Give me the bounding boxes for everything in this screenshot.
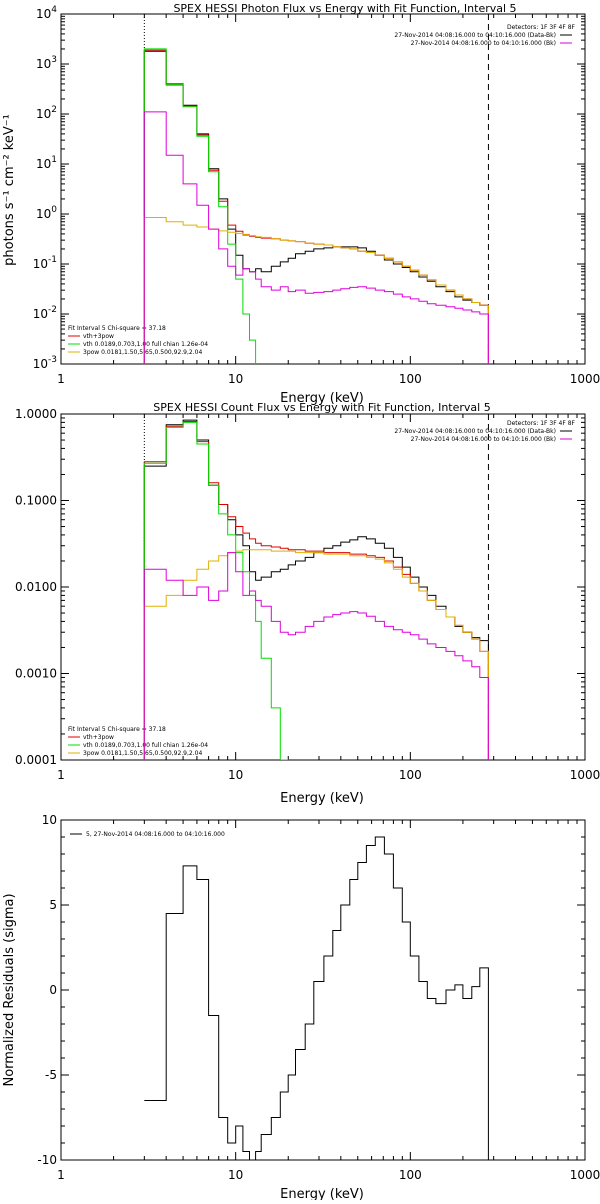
legend-vth-3pow: vth+3pow (83, 333, 114, 340)
x-tick-label: 10 (228, 372, 243, 386)
legend-bottom-left: Fit Interval 5 Chi-square = 37.18 vth+3p… (68, 726, 208, 757)
legend-data-bk: 27-Nov-2014 04:08:16.000 to 04:10:16.000… (394, 32, 556, 39)
legend-detectors: Detectors: 1F 3F 4F 8F (507, 24, 576, 31)
count-flux-chart: SPEX HESSI Count Flux vs Energy with Fit… (15, 401, 600, 806)
x-tick-label: 1 (57, 768, 65, 782)
x-tick-label: 1000 (570, 372, 600, 386)
x-tick-label: 10 (228, 768, 243, 782)
series-line-vth (143, 48, 257, 364)
y-tick-label: 101 (36, 155, 57, 171)
y-tick-label: 10-1 (33, 255, 57, 271)
series-line-vth-3pow (143, 421, 489, 760)
y-tick-label: 10-3 (33, 355, 57, 371)
residuals-chart: Energy (keV) Normalized Residuals (sigma… (2, 813, 600, 1202)
series-line-bk (143, 552, 489, 760)
series-group (143, 419, 489, 760)
series-line-data-bk (143, 419, 489, 760)
series-line-3pow (143, 217, 489, 364)
y-tick-label: 100 (36, 205, 57, 221)
y-axis-label: Normalized Residuals (sigma) (2, 893, 17, 1086)
chart-title: SPEX HESSI Count Flux vs Energy with Fit… (153, 401, 490, 414)
x-tick-label: 100 (399, 372, 422, 386)
series-line-5-27-nov-2014-04-08-16-000-to-04-10-16-000 (144, 836, 489, 1160)
y-tick-label: -5 (45, 1068, 57, 1082)
legend-bottom-left: Fit Interval 5 Chi-square = 37.18 vth+3p… (68, 325, 208, 356)
legend-3pow: 3pow 0.0181,1.50,5.65,0.500,92.9,2.04 (83, 750, 202, 757)
legend-data-bk: 27-Nov-2014 04:08:16.000 to 04:10:16.000… (394, 428, 556, 435)
legend-top-right: Detectors: 1F 3F 4F 8F 27-Nov-2014 04:08… (394, 420, 575, 443)
x-tick-label: 100 (399, 1168, 422, 1182)
legend-bk: 27-Nov-2014 04:08:16.000 to 04:10:16.000… (411, 436, 556, 443)
y-tick-label: 0.1000 (15, 494, 57, 508)
x-axis-label: Energy (keV) (280, 791, 364, 806)
y-tick-label: 10-2 (33, 305, 57, 321)
x-tick-label: 100 (399, 768, 422, 782)
y-tick-label: 0.0001 (15, 753, 57, 767)
series-line-3pow (143, 549, 489, 760)
legend-bk: 27-Nov-2014 04:08:16.000 to 04:10:16.000… (411, 40, 556, 47)
x-tick-label: 1000 (570, 768, 600, 782)
y-tick-label: 10 (42, 813, 57, 827)
x-axis-label: Energy (keV) (280, 1187, 364, 1200)
y-tick-label: -10 (37, 1153, 57, 1167)
y-tick-label: 0.0100 (15, 580, 57, 594)
legend-vth-3pow: vth+3pow (83, 734, 114, 741)
plot-frame (60, 819, 586, 1161)
y-tick-label: 102 (36, 105, 57, 121)
series-line-data-bk (143, 50, 489, 364)
legend-top-left: 5, 27-Nov-2014 04:08:16.000 to 04:10:16.… (70, 831, 225, 838)
chart-title: SPEX HESSI Photon Flux vs Energy with Fi… (173, 2, 516, 15)
x-tick-label: 1 (57, 1168, 65, 1182)
series-line-vth-3pow (143, 49, 489, 364)
legend-vth: vth 0.0189,0.703,1.00 full chian 1.26e-0… (83, 742, 208, 749)
series-line-vth (143, 421, 289, 760)
legend-top-right: Detectors: 1F 3F 4F 8F 27-Nov-2014 04:08… (394, 24, 575, 47)
y-tick-label: 103 (36, 55, 57, 71)
x-axis-label: Energy (keV) (280, 391, 364, 406)
legend-fit-interval: Fit Interval 5 Chi-square = 37.18 (68, 726, 166, 733)
series-group (144, 836, 489, 1160)
plot-frame (60, 13, 586, 365)
legend-detectors: Detectors: 1F 3F 4F 8F (507, 420, 576, 427)
y-tick-label: 5 (49, 898, 57, 912)
legend-3pow: 3pow 0.0181,1.50,5.65,0.500,92.9,2.04 (83, 349, 202, 356)
series-line-bk (143, 111, 489, 364)
y-tick-label: 0.0010 (15, 667, 57, 681)
y-tick-label: 1.0000 (15, 407, 57, 421)
x-tick-label: 1000 (570, 1168, 600, 1182)
legend-vth: vth 0.0189,0.703,1.00 full chian 1.26e-0… (83, 341, 208, 348)
x-tick-label: 10 (228, 1168, 243, 1182)
y-axis-label: photons s⁻¹ cm⁻² keV⁻¹ (2, 114, 17, 266)
photon-flux-chart: SPEX HESSI Photon Flux vs Energy with Fi… (2, 2, 600, 406)
y-tick-label: 104 (36, 5, 57, 21)
y-tick-label: 0 (49, 983, 57, 997)
x-tick-label: 1 (57, 372, 65, 386)
plot-frame (60, 413, 586, 761)
legend-residuals: 5, 27-Nov-2014 04:08:16.000 to 04:10:16.… (86, 831, 225, 838)
series-group (143, 48, 489, 364)
legend-fit-interval: Fit Interval 5 Chi-square = 37.18 (68, 325, 166, 332)
